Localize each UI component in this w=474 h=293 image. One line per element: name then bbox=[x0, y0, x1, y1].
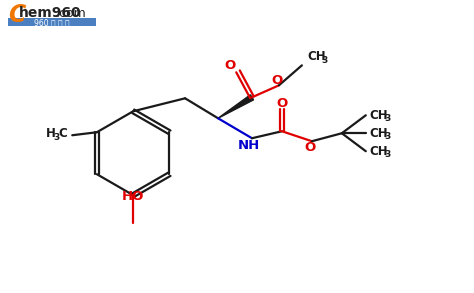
Text: 3: 3 bbox=[385, 114, 391, 123]
Text: 3: 3 bbox=[385, 150, 391, 159]
Text: .com: .com bbox=[55, 7, 86, 20]
Polygon shape bbox=[218, 95, 254, 118]
Text: C: C bbox=[58, 127, 67, 140]
Text: O: O bbox=[304, 141, 316, 154]
Text: 3: 3 bbox=[322, 56, 328, 65]
Text: 960 化 工 网: 960 化 工 网 bbox=[35, 18, 70, 27]
Text: H: H bbox=[46, 127, 56, 140]
Text: HO: HO bbox=[122, 190, 145, 203]
Text: 3: 3 bbox=[53, 133, 60, 142]
Text: CH: CH bbox=[370, 109, 388, 122]
Text: O: O bbox=[271, 74, 283, 87]
Text: 3: 3 bbox=[385, 132, 391, 141]
Text: CH: CH bbox=[370, 127, 388, 140]
Bar bbox=[9, 18, 96, 26]
Text: CH: CH bbox=[370, 145, 388, 158]
Text: O: O bbox=[224, 59, 236, 72]
Text: O: O bbox=[276, 97, 288, 110]
Text: hem960: hem960 bbox=[19, 6, 82, 21]
Text: C: C bbox=[9, 4, 26, 28]
Text: NH: NH bbox=[238, 139, 260, 152]
Text: CH: CH bbox=[307, 50, 326, 63]
